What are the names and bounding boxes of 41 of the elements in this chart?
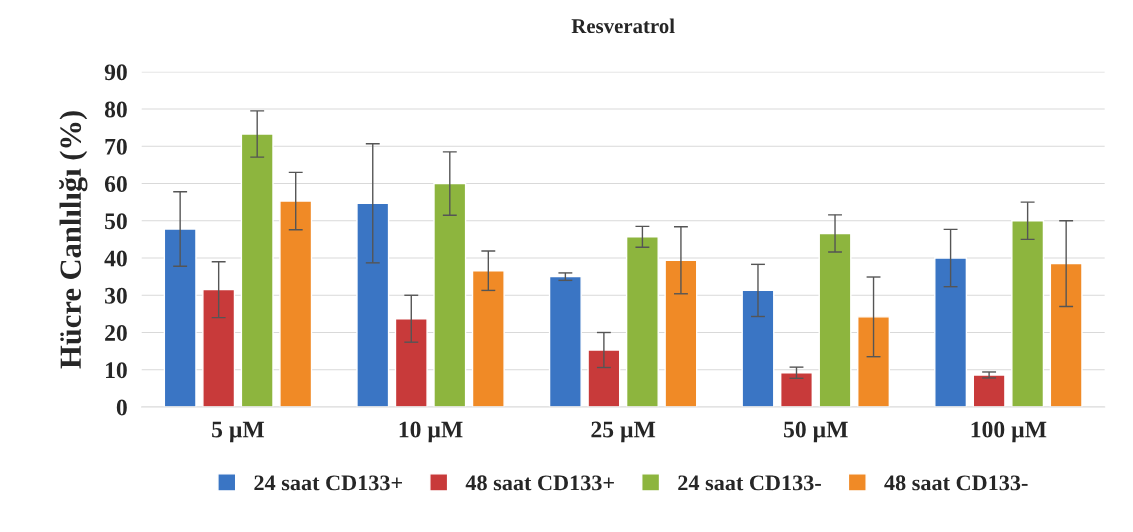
bar xyxy=(1049,262,1083,407)
y-tick-label: 0 xyxy=(116,399,127,416)
x-tick-label: 100 µM xyxy=(971,421,1047,443)
bar xyxy=(664,259,698,407)
y-tick-label: 70 xyxy=(105,138,127,155)
bar xyxy=(394,318,428,407)
bar xyxy=(433,182,467,407)
y-axis-title: Hücre Canlılığı (%) xyxy=(59,111,88,369)
bar xyxy=(356,202,390,407)
bar xyxy=(471,269,505,407)
bar xyxy=(857,316,891,407)
x-tick-label: 50 µM xyxy=(784,421,848,443)
legend-label: 24 saat CD133- xyxy=(678,475,821,491)
y-tick-label: 10 xyxy=(106,362,127,379)
bar xyxy=(1011,220,1045,407)
y-tick-label: 90 xyxy=(104,64,127,81)
chart-title: Resveratrol xyxy=(571,18,675,34)
bar xyxy=(780,372,813,407)
x-tick-label: 5 µM xyxy=(212,421,265,443)
bar xyxy=(163,228,197,407)
x-tick-label: 25 µM xyxy=(591,421,656,443)
y-tick-label: 60 xyxy=(104,176,127,192)
bar xyxy=(279,200,313,407)
bar xyxy=(240,133,274,407)
legend-label: 48 saat CD133- xyxy=(884,475,1028,491)
legend-label: 24 saat CD133+ xyxy=(254,475,402,491)
x-tick-label: 10 µM xyxy=(399,421,463,443)
bar xyxy=(818,232,852,407)
bar xyxy=(202,288,236,407)
bar xyxy=(972,374,1006,407)
y-tick-label: 80 xyxy=(104,101,127,118)
bar xyxy=(587,349,621,407)
bar xyxy=(548,275,582,407)
bar xyxy=(741,289,775,407)
y-tick-label: 20 xyxy=(105,324,127,341)
y-tick-label: 50 xyxy=(105,213,127,230)
legend-label: 48 saat CD133+ xyxy=(465,475,614,491)
y-tick-label: 40 xyxy=(104,250,127,267)
y-tick-label: 30 xyxy=(105,287,127,304)
bar xyxy=(625,236,659,407)
bar xyxy=(934,257,968,407)
